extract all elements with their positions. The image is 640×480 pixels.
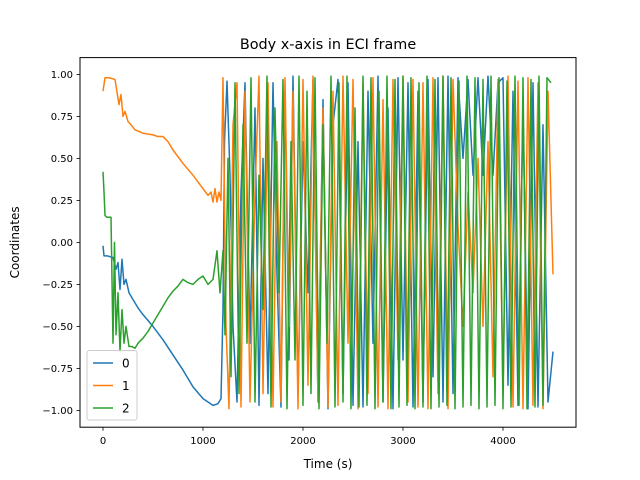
- x-axis-label: Time (s): [303, 457, 353, 471]
- y-axis-label: Coordinates: [8, 206, 22, 278]
- x-tick-label: 4000: [490, 436, 515, 447]
- x-axis: 0 1000 2000 3000 4000: [100, 427, 516, 447]
- y-tick-label: −1.00: [42, 406, 73, 417]
- y-tick-label: 0.00: [51, 238, 73, 249]
- legend: 0 1 2: [86, 350, 138, 421]
- x-tick-label: 1000: [190, 436, 215, 447]
- x-tick-label: 0: [100, 436, 106, 447]
- x-tick-label: 2000: [290, 436, 315, 447]
- y-axis: −1.00 −0.75 −0.50 −0.25 0.00 0.25 0.50 0.75 1.00: [42, 70, 80, 417]
- x-tick-label: 3000: [390, 436, 415, 447]
- y-tick-label: 0.25: [51, 196, 73, 207]
- y-tick-label: −0.25: [42, 280, 73, 291]
- y-tick-label: 0.50: [51, 154, 73, 165]
- series-line-2: [102, 75, 552, 410]
- y-tick-label: 1.00: [51, 70, 73, 81]
- y-tick-label: −0.50: [42, 322, 73, 333]
- series-layer: [102, 75, 554, 410]
- y-tick-label: −0.75: [42, 364, 73, 375]
- y-tick-label: 0.75: [51, 112, 73, 123]
- legend-label-2: 2: [122, 402, 130, 416]
- legend-label-0: 0: [122, 357, 130, 371]
- chart-title: Body x-axis in ECI frame: [240, 37, 416, 53]
- legend-label-1: 1: [122, 379, 130, 393]
